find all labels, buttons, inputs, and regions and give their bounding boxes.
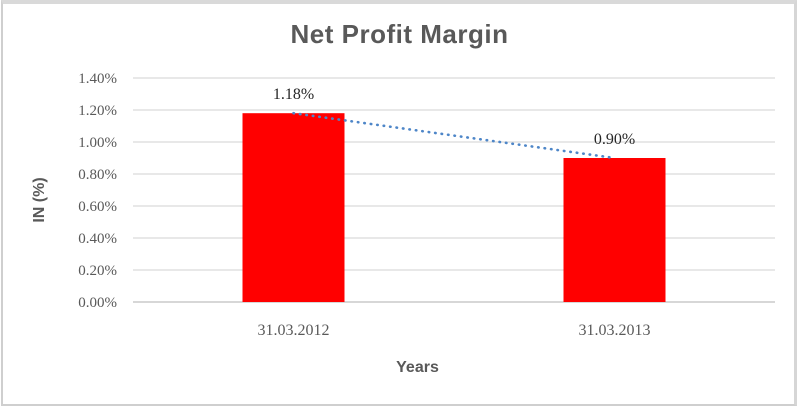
x-axis-title: Years bbox=[396, 359, 439, 376]
y-tick-label: 0.20% bbox=[78, 263, 117, 279]
bar-31.03.2013[interactable] bbox=[563, 158, 666, 302]
data-label: 1.18% bbox=[273, 86, 314, 103]
x-tick-label: 31.03.2013 bbox=[579, 322, 651, 339]
y-tick-label: 0.60% bbox=[78, 199, 117, 215]
chart-title: Net Profit Margin bbox=[290, 19, 509, 49]
y-tick-label: 1.20% bbox=[78, 103, 117, 119]
y-tick-label: 0.00% bbox=[78, 295, 117, 311]
trendline[interactable] bbox=[292, 111, 616, 160]
x-tick-label: 31.03.2012 bbox=[258, 322, 330, 339]
bar-31.03.2012[interactable] bbox=[242, 113, 345, 302]
y-tick-label: 1.00% bbox=[78, 135, 117, 151]
y-tick-label: 1.40% bbox=[78, 71, 117, 87]
y-tick-label: 0.40% bbox=[78, 231, 117, 247]
data-label: 0.90% bbox=[594, 131, 635, 148]
y-tick-label: 0.80% bbox=[78, 167, 117, 183]
